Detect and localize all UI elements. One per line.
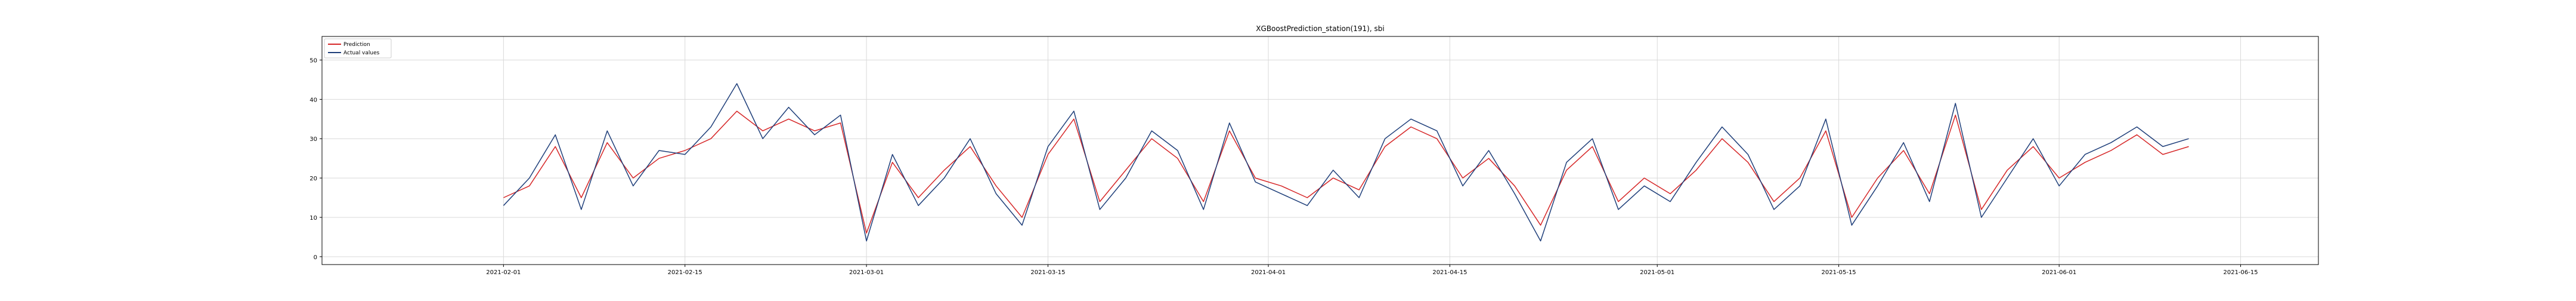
x-tick-label: 2021-04-15: [1432, 269, 1467, 276]
x-tick-label: 2021-05-15: [1822, 269, 1856, 276]
y-tick-label: 0: [314, 254, 317, 261]
x-axis: 2021-02-01 2021-02-15 2021-03-01 2021-03-15…: [486, 265, 2258, 276]
x-tick-label: 2021-05-01: [1640, 269, 1674, 276]
x-tick-label: 2021-02-01: [486, 269, 521, 276]
x-tick-label: 2021-04-01: [1251, 269, 1286, 276]
x-tick-label: 2021-06-01: [2042, 269, 2076, 276]
y-tick-label: 40: [309, 97, 317, 103]
y-tick-label: 10: [309, 215, 317, 222]
x-tick-label: 2021-02-15: [668, 269, 702, 276]
x-tick-label: 2021-03-15: [1030, 269, 1065, 276]
chart-title: XGBoostPrediction_station(191), sbi: [1256, 24, 1384, 33]
y-tick-label: 50: [309, 58, 317, 64]
y-axis: 0 10 20 30 40 50: [309, 58, 322, 261]
y-tick-label: 20: [309, 176, 317, 182]
plot-area-frame: [321, 36, 2319, 265]
grid: [322, 36, 2318, 265]
legend: Prediction Actual values: [324, 38, 392, 59]
series-line-actual-values: [503, 83, 2189, 242]
x-tick-label: 2021-03-01: [849, 269, 884, 276]
series-lines: [503, 83, 2189, 242]
y-tick-label: 30: [309, 136, 317, 143]
legend-label-actual-values: Actual values: [343, 50, 380, 56]
x-tick-label: 2021-06-15: [2223, 269, 2258, 276]
legend-label-prediction: Prediction: [343, 42, 370, 48]
